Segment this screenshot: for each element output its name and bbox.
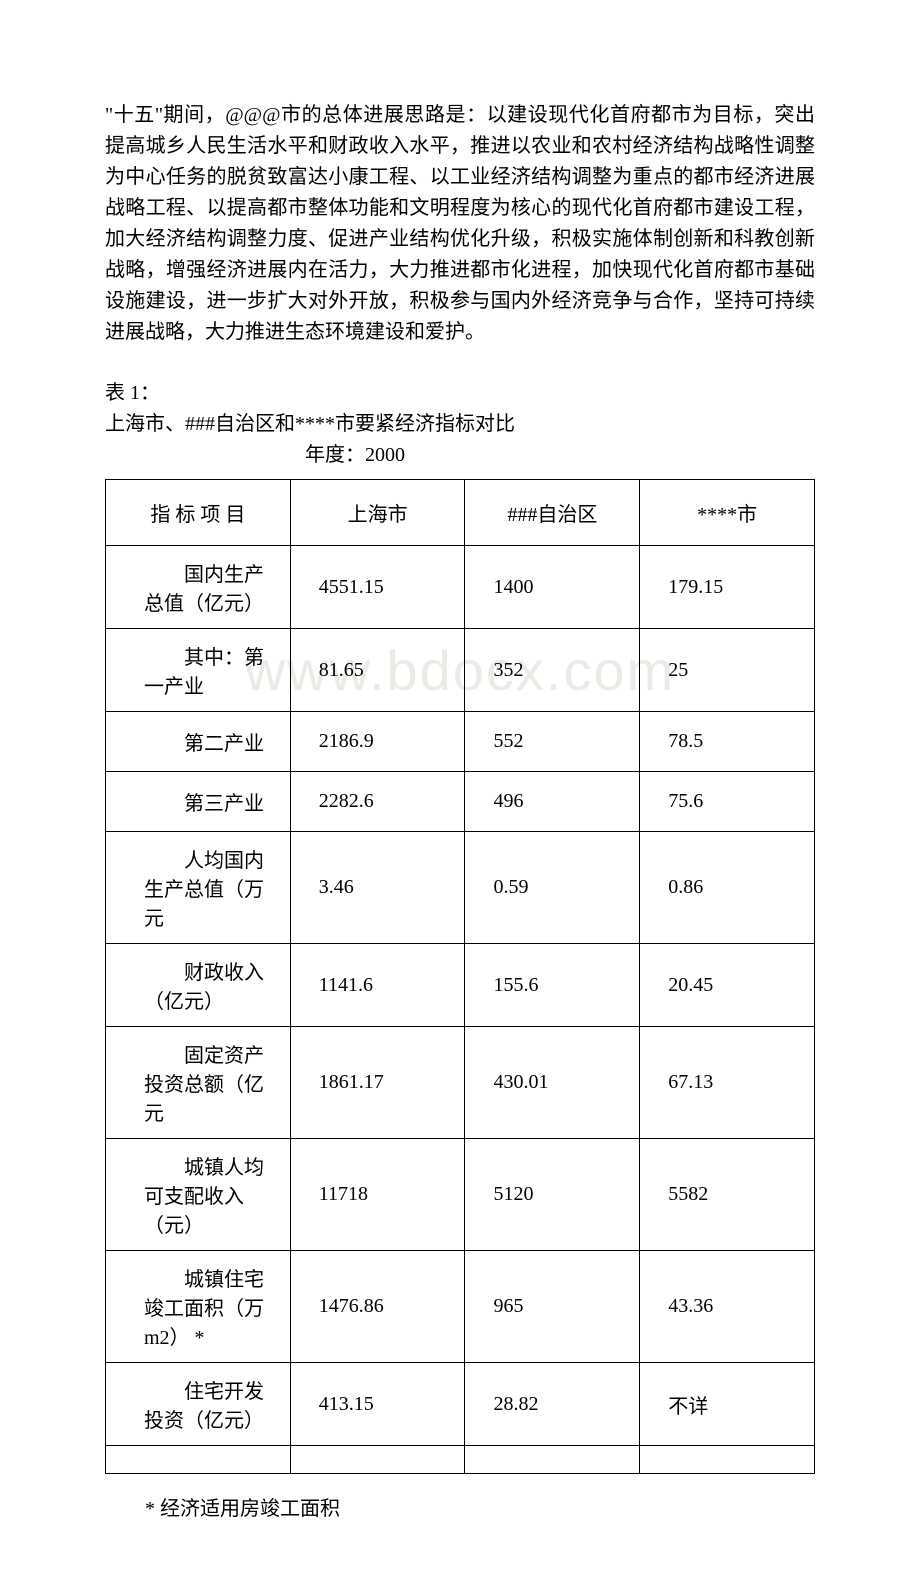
- header-city: ****市: [640, 480, 815, 546]
- row-value-city: 67.13: [640, 1027, 815, 1139]
- table-row: 其中：第一产业81.6535225: [106, 629, 815, 712]
- row-label: 人均国内生产总值（万元: [106, 832, 291, 944]
- row-value-region: 552: [465, 712, 640, 772]
- table-row: 城镇人均可支配收入（元）1171851205582: [106, 1139, 815, 1251]
- row-value-shanghai: 1476.86: [290, 1251, 465, 1363]
- row-label: 其中：第一产业: [106, 629, 291, 712]
- table-title: 上海市、###自治区和****市要紧经济指标对比: [105, 409, 815, 440]
- header-region: ###自治区: [465, 480, 640, 546]
- table-row-empty: [106, 1446, 815, 1474]
- row-value-shanghai: 4551.15: [290, 546, 465, 629]
- economic-indicators-table: 指 标 项 目 上海市 ###自治区 ****市 国内生产总值（亿元）4551.…: [105, 479, 815, 1474]
- table-year: 年度：2000: [105, 440, 815, 471]
- row-label: 财政收入（亿元）: [106, 944, 291, 1027]
- row-value-region: 965: [465, 1251, 640, 1363]
- row-value-shanghai: 413.15: [290, 1363, 465, 1446]
- row-value-region: 430.01: [465, 1027, 640, 1139]
- table-footnote: * 经济适用房竣工面积: [105, 1492, 815, 1521]
- row-value-city: 5582: [640, 1139, 815, 1251]
- row-label: 国内生产总值（亿元）: [106, 546, 291, 629]
- table-number: 表 1：: [105, 378, 815, 409]
- row-value-shanghai: 1141.6: [290, 944, 465, 1027]
- table-row: 人均国内生产总值（万元3.460.590.86: [106, 832, 815, 944]
- row-value-city: 78.5: [640, 712, 815, 772]
- table-row: 第三产业2282.649675.6: [106, 772, 815, 832]
- row-value-region: 5120: [465, 1139, 640, 1251]
- row-label: 第三产业: [106, 772, 291, 832]
- row-value-city: 0.86: [640, 832, 815, 944]
- table-header-row: 指 标 项 目 上海市 ###自治区 ****市: [106, 480, 815, 546]
- row-label: 城镇人均可支配收入（元）: [106, 1139, 291, 1251]
- table-row: 第二产业2186.955278.5: [106, 712, 815, 772]
- row-value-shanghai: 1861.17: [290, 1027, 465, 1139]
- row-value-region: 28.82: [465, 1363, 640, 1446]
- document-content: "十五"期间，@@@市的总体进展思路是：以建设现代化首府都市为目标，突出提高城乡…: [105, 100, 815, 1521]
- table-row: 国内生产总值（亿元）4551.151400179.15: [106, 546, 815, 629]
- row-value-region: 352: [465, 629, 640, 712]
- row-value-region: 0.59: [465, 832, 640, 944]
- header-shanghai: 上海市: [290, 480, 465, 546]
- row-value-city: 25: [640, 629, 815, 712]
- row-value-shanghai: 2186.9: [290, 712, 465, 772]
- row-value-city: 20.45: [640, 944, 815, 1027]
- row-value-shanghai: 2282.6: [290, 772, 465, 832]
- row-value-city: 179.15: [640, 546, 815, 629]
- table-row: 固定资产投资总额（亿元1861.17430.0167.13: [106, 1027, 815, 1139]
- intro-paragraph: "十五"期间，@@@市的总体进展思路是：以建设现代化首府都市为目标，突出提高城乡…: [105, 100, 815, 348]
- row-value-city: 不详: [640, 1363, 815, 1446]
- empty-cell: [465, 1446, 640, 1474]
- header-indicator: 指 标 项 目: [106, 480, 291, 546]
- row-value-city: 75.6: [640, 772, 815, 832]
- row-label: 固定资产投资总额（亿元: [106, 1027, 291, 1139]
- table-row: 住宅开发投资（亿元）413.1528.82不详: [106, 1363, 815, 1446]
- row-value-shanghai: 11718: [290, 1139, 465, 1251]
- row-label: 第二产业: [106, 712, 291, 772]
- row-value-shanghai: 81.65: [290, 629, 465, 712]
- row-label: 城镇住宅竣工面积（万 m2） *: [106, 1251, 291, 1363]
- empty-cell: [640, 1446, 815, 1474]
- empty-cell: [106, 1446, 291, 1474]
- row-value-region: 496: [465, 772, 640, 832]
- table-row: 城镇住宅竣工面积（万 m2） *1476.8696543.36: [106, 1251, 815, 1363]
- row-value-shanghai: 3.46: [290, 832, 465, 944]
- empty-cell: [290, 1446, 465, 1474]
- row-value-region: 155.6: [465, 944, 640, 1027]
- row-value-region: 1400: [465, 546, 640, 629]
- table-row: 财政收入（亿元）1141.6155.620.45: [106, 944, 815, 1027]
- row-value-city: 43.36: [640, 1251, 815, 1363]
- row-label: 住宅开发投资（亿元）: [106, 1363, 291, 1446]
